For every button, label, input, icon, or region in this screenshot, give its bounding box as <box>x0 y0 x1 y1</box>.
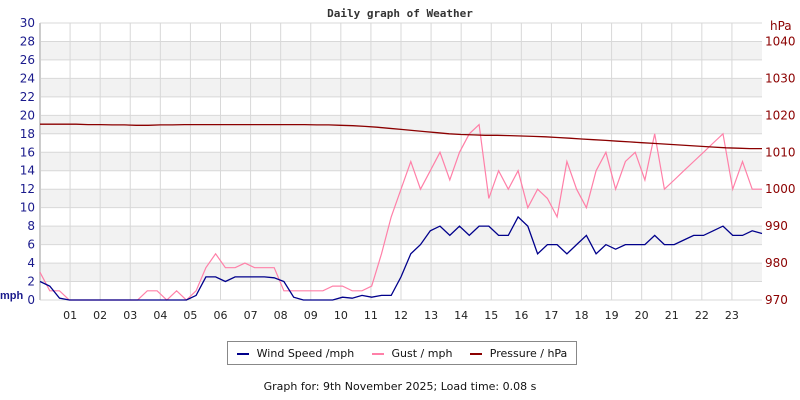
legend-gust: Gust / mph <box>371 346 453 360</box>
series-line-gust <box>39 123 762 301</box>
chart-title: Daily graph of Weather <box>327 7 473 20</box>
x-tick-label: 11 <box>364 309 378 322</box>
pressure-swatch <box>469 352 482 355</box>
x-tick-label: 17 <box>544 309 558 322</box>
x-tick-label: 18 <box>575 309 589 322</box>
y-tick-label: 10 <box>20 201 35 215</box>
x-tick-label: 08 <box>274 309 288 322</box>
y2-axis-label: hPa <box>770 19 792 33</box>
x-tick-label: 07 <box>244 309 258 322</box>
x-tick-label: 06 <box>214 309 228 322</box>
wind-swatch <box>236 352 249 355</box>
y-tick-label: 26 <box>20 53 35 67</box>
x-tick-label: 01 <box>63 309 77 322</box>
x-tick-label: 05 <box>183 309 197 322</box>
y2-tick-label: 1030 <box>765 71 796 85</box>
legend-label: Pressure / hPa <box>489 346 568 360</box>
y-axis-label: mph <box>0 290 24 302</box>
y-tick-label: 30 <box>20 16 35 30</box>
series-line-pressure <box>40 123 762 150</box>
x-tick-label: 16 <box>514 309 528 322</box>
x-tick-label: 02 <box>93 309 107 322</box>
y-tick-label: 22 <box>20 90 35 104</box>
y-tick-label: 20 <box>20 108 35 122</box>
x-tick-label: 10 <box>334 309 348 322</box>
y-tick-label: 2 <box>27 275 35 289</box>
y-tick-label: 28 <box>20 34 35 48</box>
legend-label: Gust / mph <box>391 346 453 360</box>
x-tick-label: 20 <box>635 309 649 322</box>
y2-tick-label: 1040 <box>765 34 796 48</box>
footer-text: Graph for: 9th November 2025; Load time:… <box>263 380 537 393</box>
y2-tick-label: 980 <box>765 256 788 270</box>
legend: Wind Speed /mph Gust / mph Pressure / hP… <box>227 341 577 365</box>
y2-tick-label: 970 <box>765 293 788 307</box>
x-tick-label: 04 <box>153 309 167 322</box>
y-tick-label: 24 <box>20 71 35 85</box>
x-tick-label: 15 <box>484 309 498 322</box>
x-tick-label: 19 <box>605 309 619 322</box>
x-tick-label: 22 <box>695 309 709 322</box>
x-tick-label: 14 <box>454 309 468 322</box>
legend-label: Wind Speed /mph <box>256 346 355 360</box>
legend-pressure: Pressure / hPa <box>469 346 568 360</box>
legend-wind: Wind Speed /mph <box>236 346 355 360</box>
x-tick-label: 23 <box>725 309 739 322</box>
x-tick-label: 09 <box>304 309 318 322</box>
y2-tick-label: 1020 <box>765 108 796 122</box>
x-tick-label: 03 <box>123 309 137 322</box>
x-tick-label: 21 <box>665 309 679 322</box>
y-tick-label: 12 <box>20 182 35 196</box>
series-line-wind <box>39 215 763 301</box>
y-tick-label: 0 <box>27 293 35 307</box>
gust-swatch <box>371 352 384 355</box>
y-tick-label: 14 <box>20 164 35 178</box>
y-tick-label: 18 <box>20 127 35 141</box>
x-tick-label: 13 <box>424 309 438 322</box>
x-tick-label: 12 <box>394 309 408 322</box>
y-tick-label: 8 <box>27 219 35 233</box>
y-tick-label: 16 <box>20 145 35 159</box>
y2-tick-label: 1010 <box>765 145 796 159</box>
y2-tick-label: 990 <box>765 219 788 233</box>
y-tick-label: 6 <box>27 238 35 252</box>
y-tick-label: 4 <box>27 256 35 270</box>
y2-tick-label: 1000 <box>765 182 796 196</box>
